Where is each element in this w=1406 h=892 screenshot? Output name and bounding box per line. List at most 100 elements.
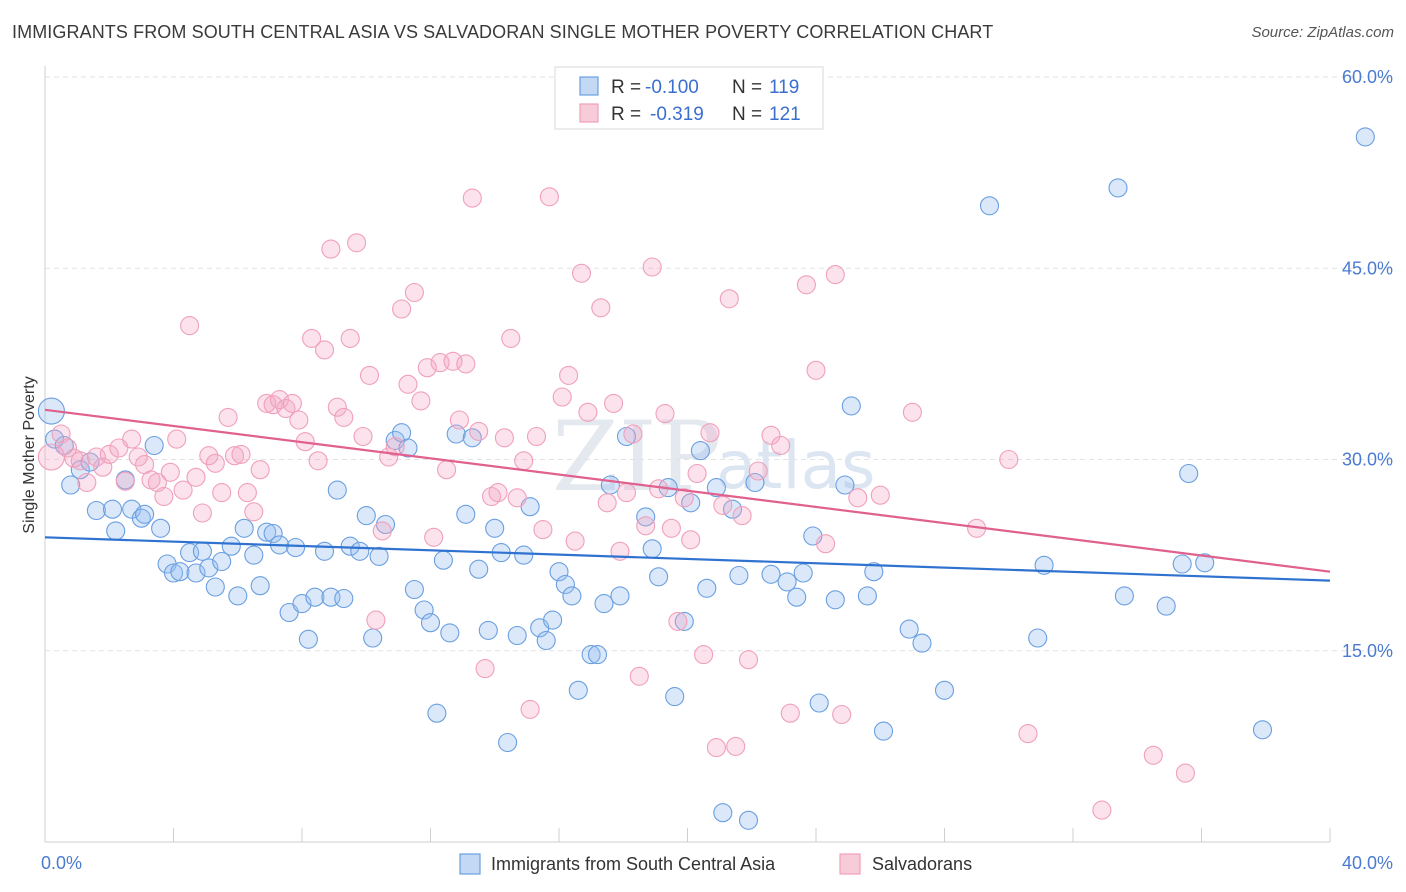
- point-salvadorans: [462, 188, 482, 208]
- point-salvadorans: [514, 451, 534, 471]
- point-immigrants: [706, 478, 726, 498]
- point-salvadorans: [392, 299, 412, 319]
- point-salvadorans: [552, 387, 572, 407]
- point-immigrants: [665, 687, 685, 707]
- point-salvadorans: [623, 424, 643, 444]
- point-salvadorans: [180, 316, 200, 336]
- bottom-legend-swatch-blue: [459, 853, 481, 875]
- point-salvadorans: [205, 453, 225, 473]
- series-legend: Immigrants from South Central Asia Salva…: [459, 853, 972, 875]
- point-immigrants: [610, 586, 630, 606]
- point-salvadorans: [796, 275, 816, 295]
- point-salvadorans: [719, 289, 739, 309]
- point-salvadorans: [359, 365, 380, 385]
- point-immigrants: [761, 564, 781, 584]
- trend-line-immigrants: [44, 536, 1331, 582]
- point-salvadorans: [334, 407, 354, 427]
- point-salvadorans: [539, 187, 559, 207]
- point-salvadorans: [706, 738, 726, 758]
- point-salvadorans: [276, 398, 296, 419]
- point-immigrants: [793, 563, 813, 583]
- point-immigrants: [674, 611, 694, 631]
- point-immigrants: [1172, 554, 1192, 574]
- point-salvadorans: [154, 486, 174, 507]
- legend-swatch-pink: [579, 103, 599, 123]
- point-salvadorans: [77, 472, 97, 493]
- point-immigrants: [934, 680, 955, 700]
- point-immigrants: [244, 545, 264, 565]
- point-immigrants: [163, 563, 184, 583]
- legend-n-label-1: N =: [732, 77, 762, 98]
- axes: [44, 66, 1331, 843]
- point-salvadorans: [825, 265, 845, 285]
- legend-swatch-blue: [579, 76, 599, 96]
- point-salvadorans: [218, 407, 238, 427]
- point-salvadorans: [520, 699, 540, 719]
- point-salvadorans: [501, 328, 521, 348]
- point-salvadorans: [674, 488, 694, 508]
- point-immigrants: [485, 518, 505, 538]
- point-immigrants: [555, 574, 575, 595]
- point-salvadorans: [192, 503, 212, 523]
- point-immigrants: [420, 613, 441, 633]
- stats-legend: R = -0.100 N = 119 R = -0.319 N = 121: [554, 66, 824, 130]
- series-salvadorans-points: [37, 187, 1195, 820]
- point-salvadorans: [642, 257, 662, 277]
- point-immigrants: [642, 539, 662, 559]
- point-salvadorans: [668, 611, 688, 631]
- point-salvadorans: [385, 437, 405, 457]
- point-salvadorans: [738, 650, 759, 670]
- point-salvadorans: [160, 462, 180, 482]
- y-axis-title: Single Mother Poverty: [21, 376, 38, 533]
- point-salvadorans: [115, 471, 135, 491]
- point-salvadorans: [353, 426, 373, 447]
- point-immigrants: [298, 629, 318, 649]
- point-salvadorans: [604, 393, 624, 413]
- point-immigrants: [250, 576, 270, 596]
- point-salvadorans: [902, 402, 922, 422]
- point-salvadorans: [629, 666, 649, 686]
- point-immigrants: [469, 559, 489, 579]
- point-salvadorans: [372, 521, 392, 541]
- point-immigrants: [498, 732, 518, 753]
- x-tick-label-max: 40.0%: [1342, 853, 1393, 873]
- point-salvadorans: [327, 397, 347, 417]
- point-immigrants: [327, 480, 347, 500]
- point-salvadorans: [237, 483, 257, 503]
- point-salvadorans: [591, 298, 611, 318]
- point-salvadorans: [700, 423, 720, 443]
- point-salvadorans: [681, 530, 701, 550]
- bottom-legend-label-salvadorans: Salvadorans: [872, 854, 972, 874]
- watermark-atlas: atlas: [716, 427, 876, 504]
- point-immigrants: [835, 475, 855, 495]
- point-salvadorans: [507, 488, 527, 508]
- point-salvadorans: [732, 506, 752, 526]
- point-immigrants: [433, 550, 453, 570]
- point-salvadorans: [321, 239, 341, 259]
- point-immigrants: [286, 537, 306, 558]
- y-tick-label: 45.0%: [1342, 258, 1393, 278]
- point-immigrants: [1156, 596, 1176, 616]
- point-salvadorans: [655, 404, 675, 424]
- x-tick-label-min: 0.0%: [41, 853, 82, 873]
- point-salvadorans: [199, 446, 219, 466]
- point-immigrants: [192, 541, 212, 561]
- point-immigrants: [1179, 463, 1199, 484]
- point-salvadorans: [571, 263, 592, 283]
- point-immigrants: [1028, 628, 1048, 648]
- point-immigrants: [234, 518, 254, 538]
- legend-n-value-1: 119: [769, 77, 799, 98]
- point-salvadorans: [314, 340, 335, 360]
- y-tick-label: 60.0%: [1342, 67, 1393, 87]
- point-immigrants: [314, 541, 335, 561]
- point-salvadorans: [308, 451, 328, 471]
- chart-source: Source: ZipAtlas.com: [1251, 24, 1394, 41]
- point-immigrants: [857, 586, 877, 606]
- point-salvadorans: [417, 358, 437, 378]
- chart-title: IMMIGRANTS FROM SOUTH CENTRAL ASIA VS SA…: [12, 22, 994, 42]
- point-salvadorans: [122, 429, 142, 449]
- point-immigrants: [334, 588, 354, 609]
- point-immigrants: [1355, 127, 1375, 147]
- legend-r-label-1: R =: [611, 77, 641, 98]
